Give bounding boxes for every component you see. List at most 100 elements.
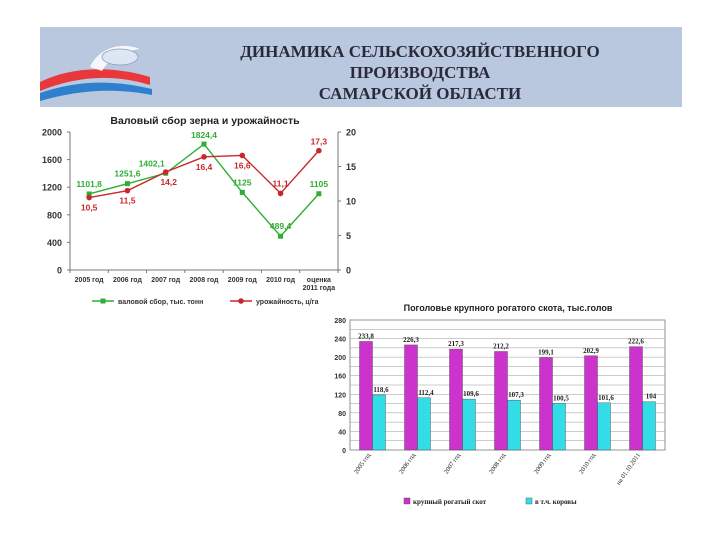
cattle-bar [404, 344, 418, 451]
yield-data-label: 14,2 [160, 177, 177, 187]
y-left-tick-label: 2000 [42, 128, 62, 138]
cattle-data-label: 222,6 [628, 338, 644, 346]
legend-yield-label: урожайность, ц/га [256, 298, 319, 306]
y-tick-label: 120 [334, 392, 346, 399]
cows-data-label: 104 [646, 393, 657, 401]
yield-point [277, 190, 284, 197]
x-tick-label: 2006 год [398, 452, 418, 476]
title-banner: ДИНАМИКА СЕЛЬСКОХОЗЯЙСТВЕННОГО ПРОИЗВОДС… [40, 27, 682, 107]
y-right-tick-label: 20 [346, 128, 356, 138]
x-tick-label: 2008 год [488, 452, 508, 476]
harvest-data-label: 1105 [310, 179, 329, 189]
yield-point [124, 187, 131, 194]
harvest-data-label: 1402,1 [139, 158, 165, 168]
cattle-bar [494, 351, 508, 451]
legend-cows-label: в т.ч. коровы [535, 498, 577, 506]
yield-data-label: 11,5 [119, 196, 135, 206]
x-tick-label: на 01.10.2011 [615, 452, 642, 486]
cattle-data-label: 233,8 [358, 332, 374, 340]
page-title-line-2: САМАРСКОЙ ОБЛАСТИ [318, 84, 522, 103]
y-left-tick-label: 0 [57, 266, 62, 276]
yield-data-label: 11,1 [273, 178, 289, 188]
x-tick-label: оценка 2011 года [303, 277, 336, 292]
cows-bar [642, 401, 656, 451]
cows-data-label: 100,5 [553, 394, 569, 402]
chart-title: Валовый сбор зерна и урожайность [110, 115, 300, 127]
x-tick-label: 2006 год [113, 277, 143, 284]
y-right-tick-label: 5 [346, 231, 351, 241]
cows-data-label: 118,6 [373, 386, 389, 394]
harvest-data-label: 1251,6 [114, 169, 140, 179]
chart-title: Поголовье крупного рогатого скота, тыс.г… [404, 303, 613, 313]
legend-cattle-label: крупный рогатый скот [413, 498, 487, 506]
harvest-point [124, 181, 130, 187]
cows-bar [462, 398, 476, 451]
legend-harvest-marker [100, 298, 106, 304]
harvest-data-label: 489,4 [270, 221, 292, 231]
cattle-data-label: 217,3 [448, 340, 464, 348]
y-right-tick-label: 0 [346, 266, 351, 276]
cattle-data-label: 202,9 [583, 347, 599, 355]
cows-data-label: 112,4 [418, 389, 434, 397]
x-tick-label: 2009 год [533, 452, 553, 476]
legend-harvest-label: валовой сбор, тыс. тонн [118, 298, 203, 306]
yield-point [239, 152, 246, 159]
cattle-population-chart: Поголовье крупного рогатого скота, тыс.г… [334, 303, 666, 506]
cows-bar [552, 403, 566, 451]
yield-data-label: 17,3 [311, 137, 328, 147]
yield-point [162, 169, 169, 175]
x-tick-label: 2005 год [353, 452, 373, 476]
grain-harvest-yield-chart: Валовый сбор зерна и урожайность 0 400 800 1… [42, 115, 356, 306]
x-tick-label: 2008 год [190, 277, 220, 284]
cattle-bar [629, 346, 643, 451]
page-title: ДИНАМИКА СЕЛЬСКОХОЗЯЙСТВЕННОГО ПРОИЗВОДС… [170, 41, 670, 104]
harvest-point [239, 189, 245, 195]
harvest-data-label: 1101,8 [76, 179, 102, 189]
cattle-bar [449, 348, 463, 451]
y-tick-label: 40 [338, 429, 346, 436]
y-tick-label: 80 [338, 411, 346, 418]
cattle-bar [539, 357, 553, 451]
cows-bar [417, 397, 431, 451]
page-title-line-1: ДИНАМИКА СЕЛЬСКОХОЗЯЙСТВЕННОГО ПРОИЗВОДС… [240, 42, 600, 82]
y-tick-label: 240 [334, 337, 346, 344]
x-tick-label: 2010 год [266, 277, 296, 284]
yield-point [201, 154, 207, 160]
yield-point [86, 194, 92, 201]
y-right-tick-label: 10 [346, 197, 356, 207]
yield-data-label: 16,6 [234, 160, 251, 170]
harvest-point [278, 233, 284, 239]
legend-cows-swatch [525, 497, 533, 505]
cattle-data-label: 226,3 [403, 336, 419, 344]
cattle-bar [584, 355, 598, 451]
y-left-tick-label: 400 [47, 238, 62, 248]
cattle-bar [359, 341, 373, 451]
cows-data-label: 109,6 [463, 390, 479, 398]
cattle-data-label: 212,2 [493, 342, 509, 350]
cows-data-label: 107,3 [508, 391, 524, 399]
cows-bar [597, 402, 611, 451]
y-tick-label: 280 [334, 318, 346, 325]
y-tick-label: 200 [334, 355, 346, 362]
cattle-data-label: 199,1 [538, 349, 554, 357]
yield-data-label: 10,5 [81, 203, 98, 213]
legend-yield-marker [238, 298, 244, 304]
yield-data-label: 16,4 [196, 162, 213, 172]
harvest-point [316, 191, 322, 197]
y-right-tick-label: 15 [346, 162, 356, 172]
harvest-data-label: 1125 [233, 177, 252, 187]
x-tick-label: 2007 год [151, 277, 181, 284]
yield-point [316, 147, 322, 154]
x-tick-label: 2010 год [578, 452, 598, 476]
y-left-tick-label: 1200 [42, 183, 62, 193]
x-tick-label: 2007 год [443, 452, 463, 476]
y-tick-label: 0 [342, 448, 346, 455]
y-left-tick-label: 800 [47, 210, 62, 220]
region-logo-icon [40, 45, 152, 101]
harvest-point [201, 141, 207, 147]
cows-data-label: 101,6 [598, 394, 614, 402]
cows-bar [507, 399, 521, 451]
harvest-point [86, 191, 92, 197]
x-tick-label: 2009 год [228, 277, 258, 284]
legend-cattle-swatch [403, 497, 411, 505]
